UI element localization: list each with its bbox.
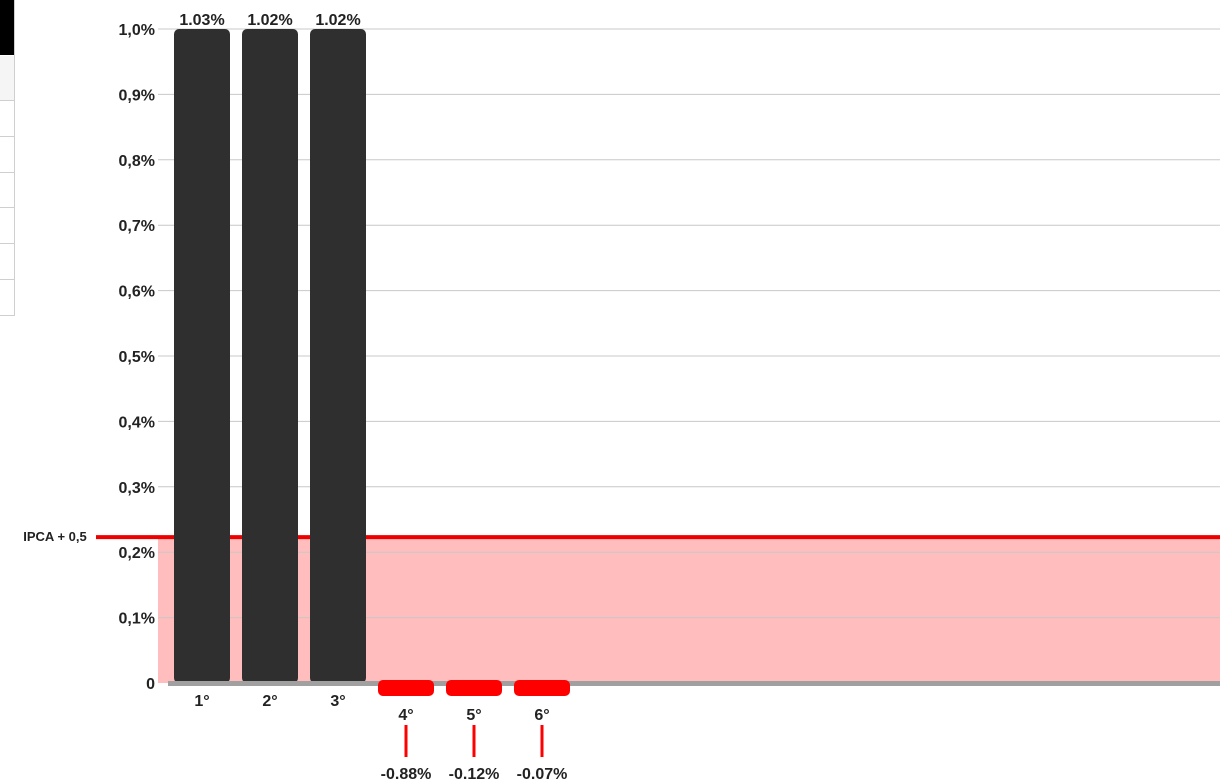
data-label: -0.07% bbox=[517, 766, 568, 783]
x-tick-label: 4° bbox=[398, 707, 413, 724]
data-label: 1.02% bbox=[315, 12, 360, 29]
x-tick-label: 1° bbox=[194, 693, 209, 710]
side-table-row bbox=[0, 173, 14, 208]
side-table-row bbox=[0, 280, 14, 316]
data-label: -0.88% bbox=[381, 766, 432, 783]
y-tick-label: 0,4% bbox=[119, 414, 155, 431]
y-tick-label: 0 bbox=[146, 676, 155, 693]
bar-2 bbox=[242, 29, 298, 683]
baseline bbox=[168, 681, 1220, 686]
side-table-row bbox=[0, 208, 14, 244]
x-tick-label: 6° bbox=[534, 707, 549, 724]
reference-label-bg bbox=[10, 524, 96, 547]
y-tick-label: 0,5% bbox=[119, 349, 155, 366]
bar-4 bbox=[378, 680, 434, 696]
data-label: -0.12% bbox=[449, 766, 500, 783]
data-label: 1.03% bbox=[179, 12, 224, 29]
bar-3 bbox=[310, 29, 366, 683]
y-tick-label: 1,0% bbox=[119, 22, 155, 39]
y-tick-label: 0,7% bbox=[119, 218, 155, 235]
side-table-header bbox=[0, 0, 14, 55]
side-table-fragment bbox=[0, 0, 15, 316]
x-tick-label: 3° bbox=[330, 693, 345, 710]
reference-line-label: IPCA + 0,5 bbox=[23, 529, 86, 544]
y-tick-label: 0,1% bbox=[119, 611, 155, 628]
x-tick-label: 2° bbox=[262, 693, 277, 710]
y-tick-label: 0,3% bbox=[119, 480, 155, 497]
x-tick-label: 5° bbox=[466, 707, 481, 724]
y-tick-label: 0,9% bbox=[119, 87, 155, 104]
y-tick-label: 0,8% bbox=[119, 153, 155, 170]
y-tick-label: 0,6% bbox=[119, 284, 155, 301]
bar-6 bbox=[514, 680, 570, 696]
side-table-row bbox=[0, 244, 14, 280]
data-label: 1.02% bbox=[247, 12, 292, 29]
side-table-row bbox=[0, 137, 14, 173]
side-table-row bbox=[0, 101, 14, 137]
y-tick-label: 0,2% bbox=[119, 545, 155, 562]
bar-1 bbox=[174, 29, 230, 683]
bar-5 bbox=[446, 680, 502, 696]
side-table-row bbox=[0, 56, 14, 101]
